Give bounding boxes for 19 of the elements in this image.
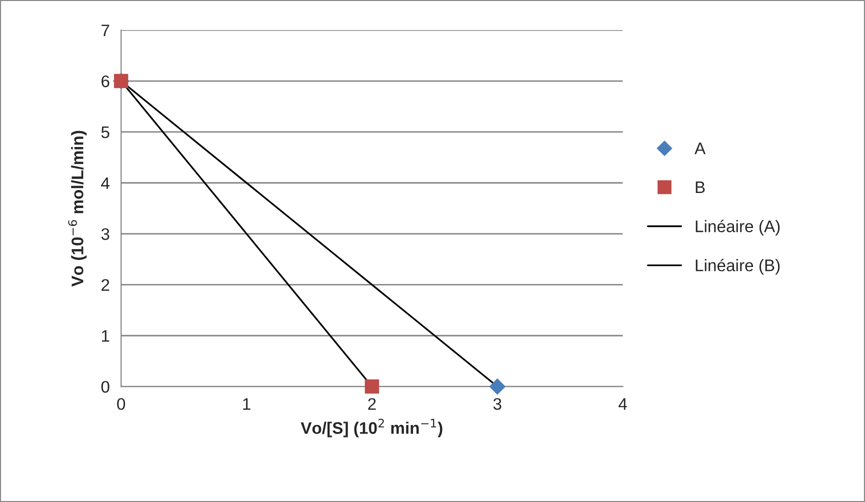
y-tick-label: 7	[102, 24, 110, 36]
y-tick-label: 6	[102, 75, 110, 88]
y-tick-label: 5	[101, 126, 110, 138]
y-tick-label: 2	[102, 279, 110, 291]
y-tick-label: 0	[101, 380, 110, 393]
x-axis-title: Vo/[S] (10$^{2}$ min$^{−1}$)	[300, 418, 442, 438]
legend-label: A	[694, 142, 706, 154]
legend-label: B	[696, 182, 705, 194]
x-tick-label: 3	[493, 398, 502, 410]
legend-label: Linéaire (B)	[696, 258, 780, 275]
y-tick-label: 3	[101, 228, 110, 240]
x-tick-label: 2	[368, 398, 376, 410]
x-tick-label: 0	[117, 398, 126, 410]
y-tick-label: 4	[101, 177, 110, 189]
legend-label: Linéaire (A)	[696, 220, 780, 236]
y-tick-label: 1	[102, 330, 110, 342]
x-tick-label: 1	[243, 398, 250, 410]
y-axis-title: Vo (10$^{−6}$ mol/L/min)	[68, 130, 87, 287]
x-tick-label: 4	[618, 398, 627, 410]
